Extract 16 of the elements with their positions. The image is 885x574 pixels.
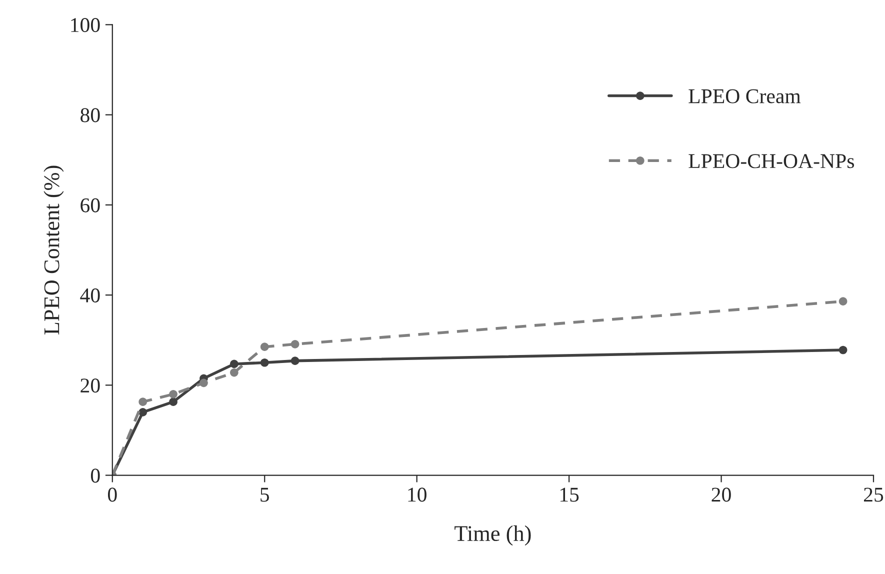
y-tick-label: 100 [71, 18, 100, 32]
y-tick-label: 0 [90, 468, 100, 483]
x-axis-title: Time (h) [454, 525, 531, 546]
x-tick-label: 25 [864, 488, 884, 502]
x-tick-label: 0 [108, 488, 117, 502]
x-tick-label: 20 [712, 488, 731, 502]
legend-label: LPEO Cream [688, 89, 801, 104]
x-tick-label: 5 [260, 488, 270, 502]
x-tick-label: 10 [408, 488, 426, 502]
y-tick-label: 60 [80, 198, 100, 212]
x-tick-label: 15 [560, 488, 579, 502]
y-axis-title: LPEO Content (%) [44, 166, 64, 335]
legend-label: LPEO-CH-OA-NPs [688, 154, 854, 168]
y-tick-label: 20 [80, 378, 100, 393]
y-tick-label: 40 [80, 288, 100, 302]
y-tick-label: 80 [80, 108, 100, 122]
